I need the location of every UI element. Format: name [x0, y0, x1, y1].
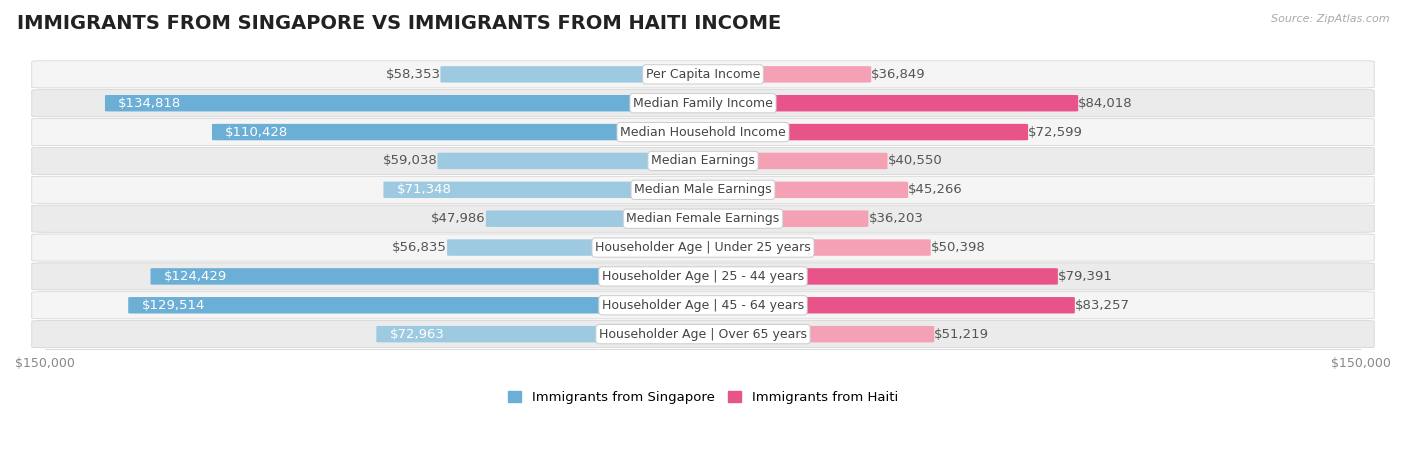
FancyBboxPatch shape	[32, 292, 1374, 319]
Text: $134,818: $134,818	[118, 97, 181, 110]
Text: $72,599: $72,599	[1028, 126, 1083, 139]
Text: Median Male Earnings: Median Male Earnings	[634, 184, 772, 196]
Text: $71,348: $71,348	[396, 184, 451, 196]
FancyBboxPatch shape	[440, 66, 710, 83]
FancyBboxPatch shape	[32, 119, 1374, 146]
Text: Householder Age | 25 - 44 years: Householder Age | 25 - 44 years	[602, 270, 804, 283]
FancyBboxPatch shape	[32, 263, 1374, 290]
Text: $72,963: $72,963	[389, 328, 444, 340]
Text: IMMIGRANTS FROM SINGAPORE VS IMMIGRANTS FROM HAITI INCOME: IMMIGRANTS FROM SINGAPORE VS IMMIGRANTS …	[17, 14, 782, 33]
Text: Median Family Income: Median Family Income	[633, 97, 773, 110]
Text: $79,391: $79,391	[1057, 270, 1112, 283]
FancyBboxPatch shape	[437, 153, 710, 169]
Text: $47,986: $47,986	[432, 212, 486, 225]
FancyBboxPatch shape	[105, 95, 710, 112]
FancyBboxPatch shape	[486, 211, 710, 227]
Text: $50,398: $50,398	[931, 241, 986, 254]
Text: Householder Age | Over 65 years: Householder Age | Over 65 years	[599, 328, 807, 340]
FancyBboxPatch shape	[32, 205, 1374, 232]
FancyBboxPatch shape	[696, 95, 1078, 112]
FancyBboxPatch shape	[696, 124, 1028, 140]
FancyBboxPatch shape	[696, 182, 908, 198]
FancyBboxPatch shape	[32, 320, 1374, 348]
FancyBboxPatch shape	[377, 326, 710, 342]
Text: $36,203: $36,203	[869, 212, 924, 225]
FancyBboxPatch shape	[696, 153, 887, 169]
FancyBboxPatch shape	[32, 148, 1374, 175]
FancyBboxPatch shape	[150, 268, 710, 285]
Text: Householder Age | 45 - 64 years: Householder Age | 45 - 64 years	[602, 299, 804, 312]
FancyBboxPatch shape	[696, 239, 931, 256]
FancyBboxPatch shape	[32, 234, 1374, 261]
Legend: Immigrants from Singapore, Immigrants from Haiti: Immigrants from Singapore, Immigrants fr…	[503, 386, 903, 410]
FancyBboxPatch shape	[384, 182, 710, 198]
Text: Median Female Earnings: Median Female Earnings	[627, 212, 779, 225]
FancyBboxPatch shape	[32, 176, 1374, 204]
FancyBboxPatch shape	[32, 90, 1374, 117]
Text: $56,835: $56,835	[392, 241, 447, 254]
FancyBboxPatch shape	[32, 61, 1374, 88]
Text: $124,429: $124,429	[163, 270, 226, 283]
Text: $51,219: $51,219	[934, 328, 990, 340]
Text: $58,353: $58,353	[385, 68, 440, 81]
Text: $36,849: $36,849	[872, 68, 927, 81]
FancyBboxPatch shape	[696, 66, 872, 83]
Text: $129,514: $129,514	[142, 299, 205, 312]
FancyBboxPatch shape	[212, 124, 710, 140]
Text: Source: ZipAtlas.com: Source: ZipAtlas.com	[1271, 14, 1389, 24]
Text: $84,018: $84,018	[1078, 97, 1133, 110]
Text: $40,550: $40,550	[887, 155, 942, 168]
FancyBboxPatch shape	[696, 268, 1057, 285]
FancyBboxPatch shape	[696, 211, 869, 227]
Text: $110,428: $110,428	[225, 126, 288, 139]
Text: Median Earnings: Median Earnings	[651, 155, 755, 168]
FancyBboxPatch shape	[128, 297, 710, 313]
Text: $59,038: $59,038	[382, 155, 437, 168]
FancyBboxPatch shape	[696, 326, 934, 342]
FancyBboxPatch shape	[696, 297, 1074, 313]
Text: Per Capita Income: Per Capita Income	[645, 68, 761, 81]
Text: $83,257: $83,257	[1074, 299, 1130, 312]
Text: $45,266: $45,266	[908, 184, 963, 196]
Text: Median Household Income: Median Household Income	[620, 126, 786, 139]
FancyBboxPatch shape	[447, 239, 710, 256]
Text: Householder Age | Under 25 years: Householder Age | Under 25 years	[595, 241, 811, 254]
